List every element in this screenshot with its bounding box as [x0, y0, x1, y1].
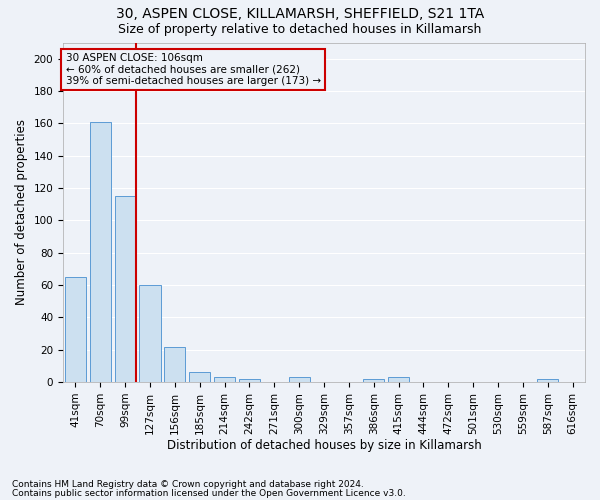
Bar — [363, 379, 384, 382]
Text: Size of property relative to detached houses in Killamarsh: Size of property relative to detached ho… — [118, 22, 482, 36]
Bar — [537, 379, 558, 382]
Bar — [65, 277, 86, 382]
Text: 30 ASPEN CLOSE: 106sqm
← 60% of detached houses are smaller (262)
39% of semi-de: 30 ASPEN CLOSE: 106sqm ← 60% of detached… — [65, 52, 321, 86]
Bar — [164, 346, 185, 382]
Y-axis label: Number of detached properties: Number of detached properties — [15, 120, 28, 306]
Bar — [289, 377, 310, 382]
Bar — [214, 377, 235, 382]
Bar — [115, 196, 136, 382]
Bar — [139, 285, 161, 382]
Bar — [189, 372, 210, 382]
Text: 30, ASPEN CLOSE, KILLAMARSH, SHEFFIELD, S21 1TA: 30, ASPEN CLOSE, KILLAMARSH, SHEFFIELD, … — [116, 8, 484, 22]
Bar — [388, 377, 409, 382]
Bar — [90, 122, 111, 382]
X-axis label: Distribution of detached houses by size in Killamarsh: Distribution of detached houses by size … — [167, 440, 481, 452]
Text: Contains HM Land Registry data © Crown copyright and database right 2024.: Contains HM Land Registry data © Crown c… — [12, 480, 364, 489]
Bar — [239, 379, 260, 382]
Text: Contains public sector information licensed under the Open Government Licence v3: Contains public sector information licen… — [12, 488, 406, 498]
